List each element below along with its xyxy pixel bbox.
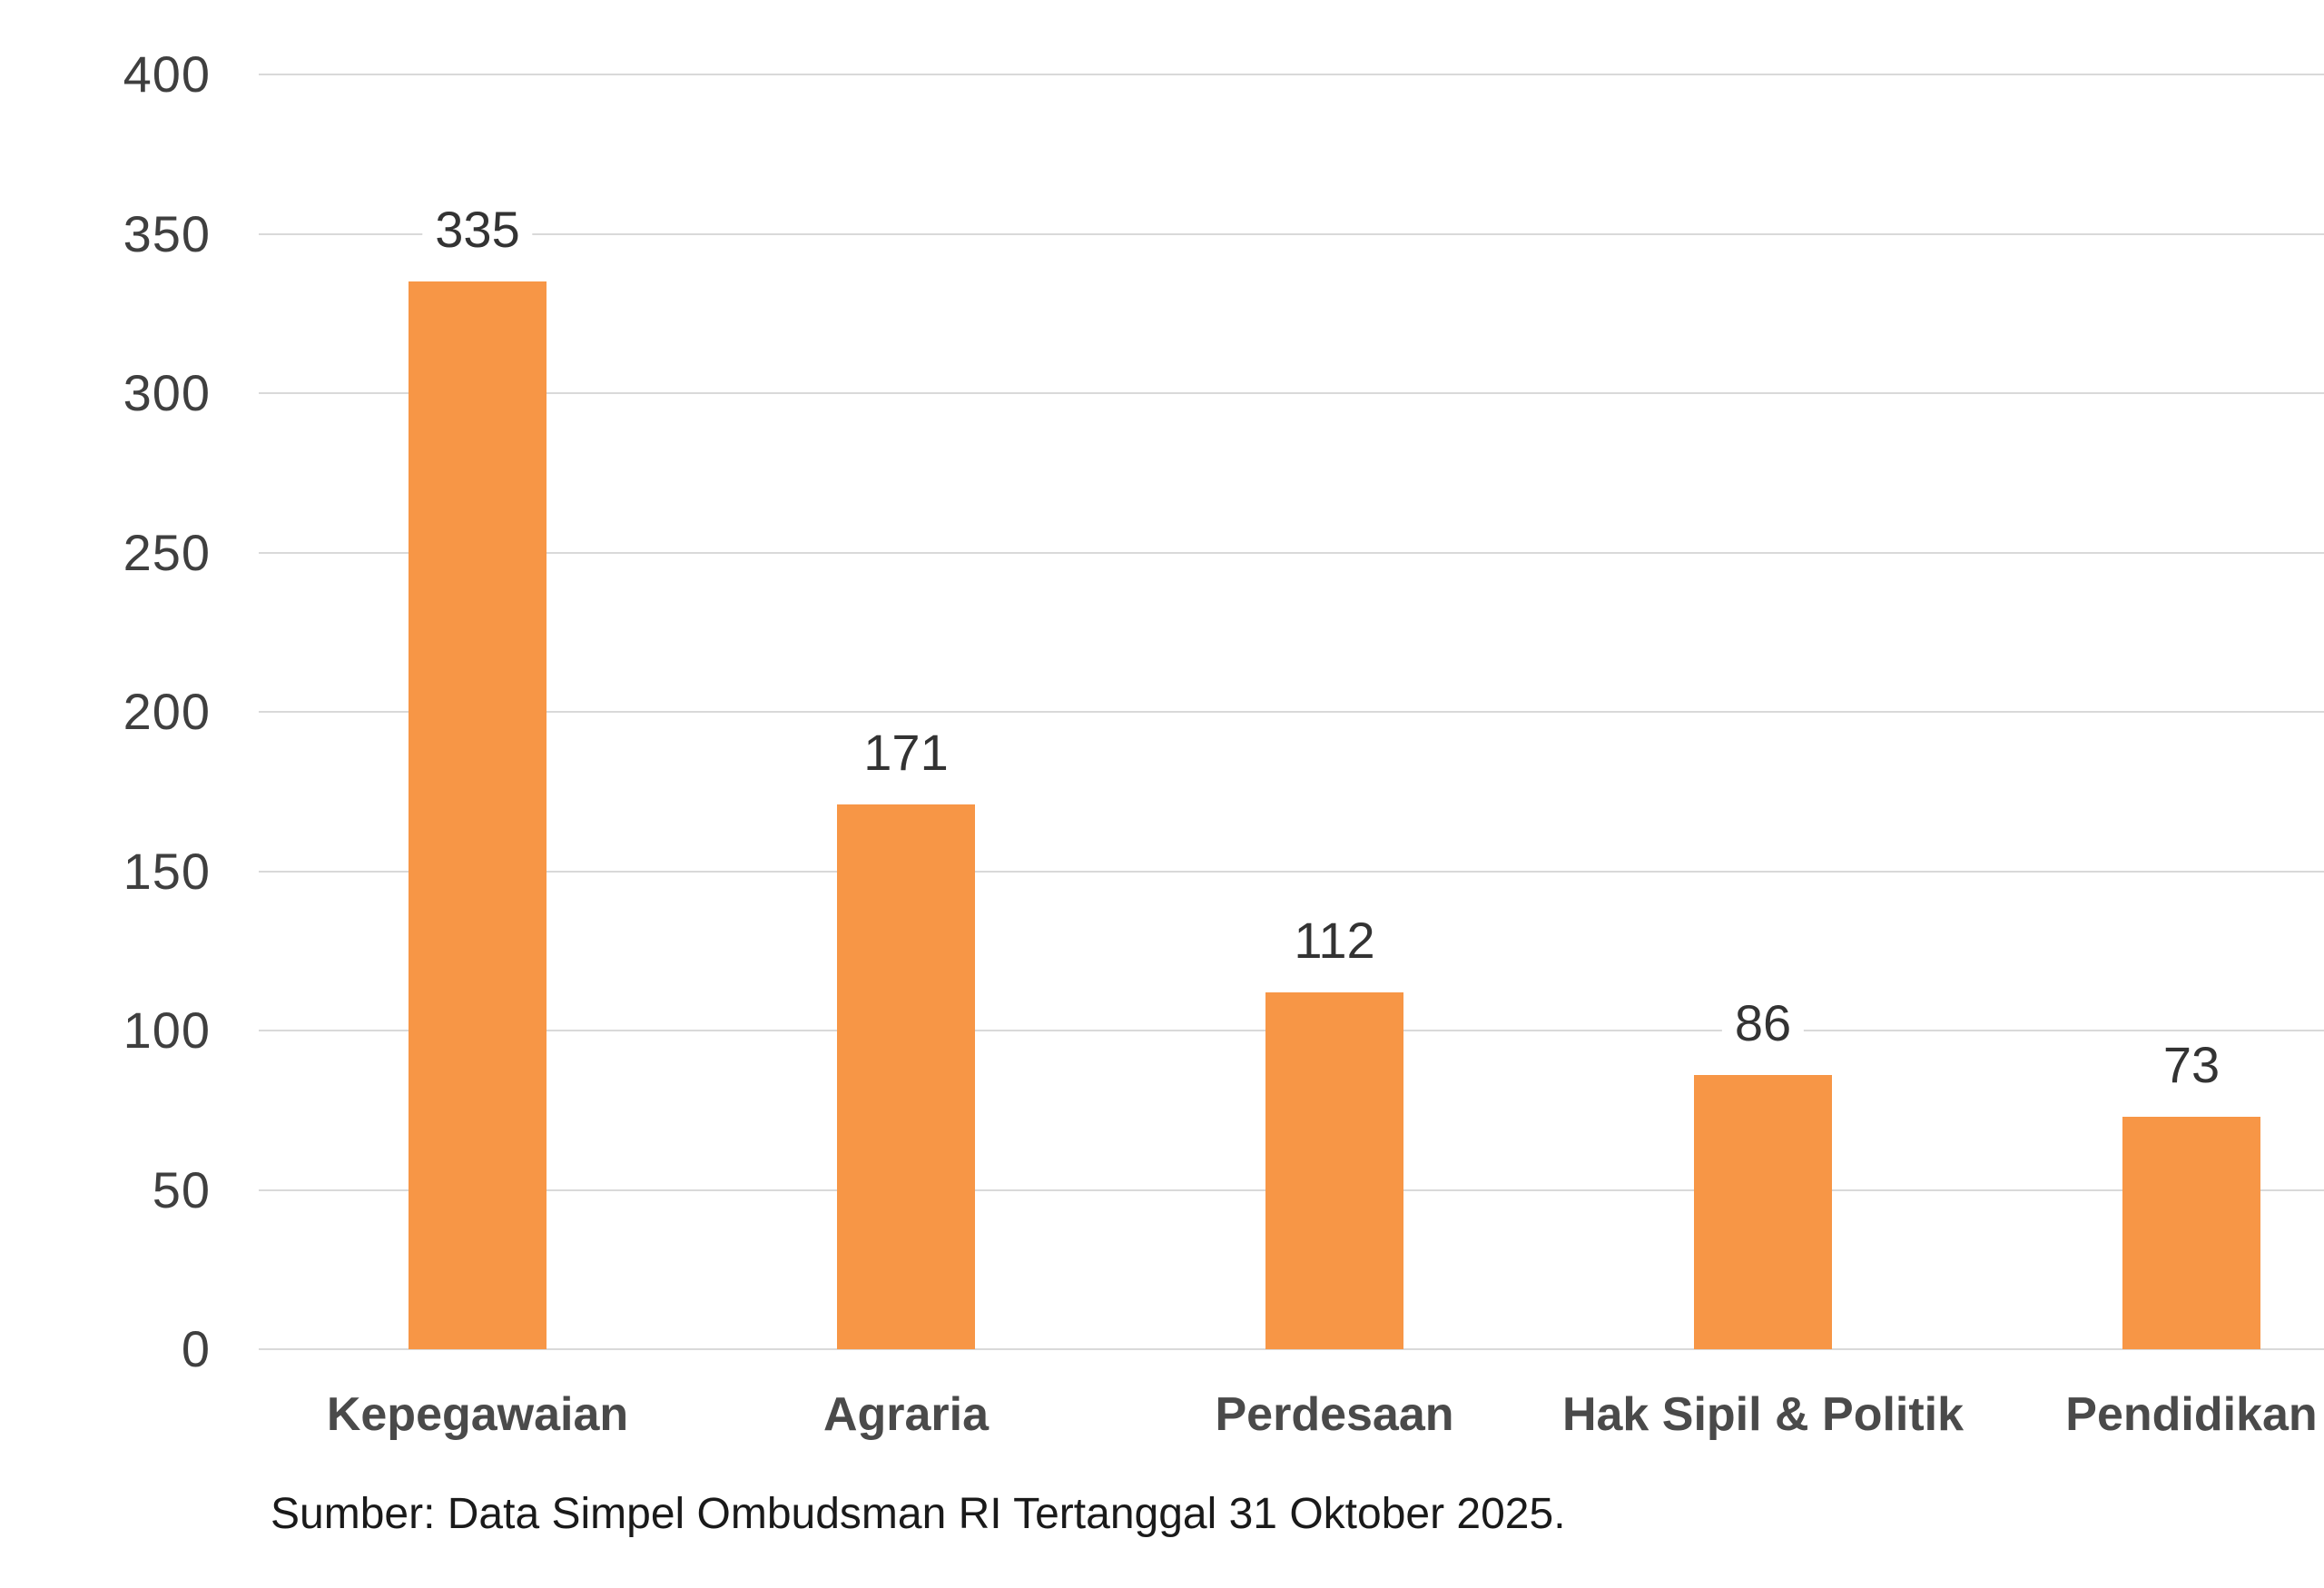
gridline-0 — [259, 1348, 2324, 1350]
y-tick-label: 400 — [123, 45, 211, 103]
y-tick-label: 100 — [123, 1001, 211, 1059]
value-label-hak-sipil-politik: 86 — [1721, 995, 1805, 1052]
value-label-pendidikan: 73 — [2150, 1036, 2233, 1093]
value-label-kepegawaian: 335 — [422, 202, 533, 259]
category-label-perdesaan: Perdesaan — [1215, 1388, 1454, 1441]
bar-hak-sipil-politik — [1694, 1075, 1832, 1349]
gridline-200 — [259, 711, 2324, 713]
gridline-350 — [259, 232, 2324, 235]
value-label-perdesaan: 112 — [1281, 912, 1388, 969]
gridline-150 — [259, 870, 2324, 873]
gridline-400 — [259, 74, 2324, 75]
gridline-250 — [259, 551, 2324, 554]
category-label-kepegawaian: Kepegawaian — [326, 1388, 629, 1441]
y-tick-label: 200 — [123, 683, 211, 740]
y-tick-label: 50 — [152, 1160, 211, 1218]
value-label-agraria: 171 — [851, 724, 961, 781]
bar-kepegawaian — [409, 281, 547, 1349]
bar-perdesaan — [1265, 991, 1403, 1349]
category-label-agraria: Agraria — [822, 1388, 990, 1441]
y-tick-label: 250 — [123, 523, 211, 581]
y-tick-label: 350 — [123, 204, 211, 262]
y-tick-label: 0 — [181, 1320, 211, 1377]
category-label-hak-sipil-politik: Hak Sipil & Politik — [1561, 1388, 1965, 1441]
gridline-300 — [259, 392, 2324, 394]
bar-agraria — [837, 804, 975, 1349]
y-tick-label: 150 — [123, 842, 211, 900]
bar-pendidikan — [2122, 1116, 2260, 1349]
source-note: Sumber: Data Simpel Ombudsman RI Tertang… — [271, 1490, 1566, 1538]
category-label-pendidikan: Pendidikan — [2065, 1388, 2318, 1441]
y-tick-label: 300 — [123, 364, 211, 421]
